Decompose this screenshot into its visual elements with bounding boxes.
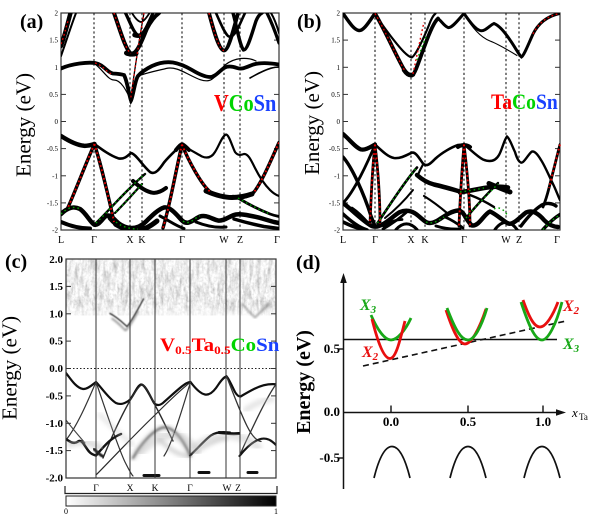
svg-text:1.0: 1.0 — [535, 414, 551, 429]
svg-text:-1.0: -1.0 — [46, 418, 64, 430]
svg-text:K: K — [138, 235, 146, 246]
svg-text:TaCoSn: TaCoSn — [491, 89, 558, 114]
svg-text:Γ: Γ — [179, 235, 185, 246]
svg-text:L: L — [58, 235, 64, 246]
svg-text:(c): (c) — [5, 251, 27, 273]
svg-text:-1.5: -1.5 — [46, 445, 64, 457]
svg-text:-1: -1 — [52, 172, 58, 180]
svg-text:-1.5: -1.5 — [47, 199, 59, 207]
svg-text:Energy (eV): Energy (eV) — [0, 316, 22, 420]
svg-text:-1: -1 — [334, 172, 340, 180]
svg-text:-2.0: -2.0 — [46, 473, 64, 485]
svg-text:1: 1 — [55, 64, 59, 72]
svg-text:0.0: 0.0 — [383, 414, 399, 429]
svg-text:Z: Z — [235, 484, 241, 494]
svg-text:X: X — [407, 235, 415, 246]
svg-text:Γ: Γ — [187, 484, 193, 494]
svg-text:1: 1 — [274, 507, 278, 516]
svg-text:(b): (b) — [297, 11, 321, 33]
svg-text:1.5: 1.5 — [49, 37, 58, 45]
svg-text:-1.5: -1.5 — [329, 199, 341, 207]
svg-text:X: X — [126, 235, 134, 246]
svg-text:0.5: 0.5 — [49, 336, 63, 348]
svg-text:2.0: 2.0 — [49, 254, 63, 266]
svg-text:1.5: 1.5 — [331, 37, 340, 45]
svg-text:x: x — [571, 405, 578, 420]
svg-text:X: X — [127, 484, 134, 494]
svg-text:2: 2 — [337, 10, 341, 18]
svg-text:0.0: 0.0 — [324, 404, 340, 419]
svg-text:Ta: Ta — [579, 412, 588, 422]
svg-text:W: W — [219, 235, 229, 246]
svg-text:0: 0 — [55, 118, 59, 126]
svg-text:Γ: Γ — [93, 484, 99, 494]
svg-text:L: L — [340, 235, 346, 246]
svg-text:0: 0 — [64, 507, 68, 516]
svg-text:(d): (d) — [296, 252, 320, 274]
svg-text:K: K — [421, 235, 429, 246]
svg-text:W: W — [223, 484, 232, 494]
svg-text:0.5: 0.5 — [331, 91, 340, 99]
svg-text:W: W — [501, 235, 511, 246]
svg-text:-0.5: -0.5 — [319, 450, 340, 465]
svg-text:-0.5: -0.5 — [47, 145, 59, 153]
svg-text:Γ: Γ — [554, 235, 560, 246]
svg-text:1.5: 1.5 — [49, 281, 63, 293]
svg-text:(a): (a) — [20, 11, 43, 33]
svg-text:-2: -2 — [52, 227, 58, 235]
svg-text:Z: Z — [237, 235, 243, 246]
svg-text:Γ: Γ — [274, 235, 280, 246]
svg-text:Energy (eV): Energy (eV) — [293, 330, 315, 434]
svg-text:0.5: 0.5 — [49, 91, 58, 99]
svg-text:0.5: 0.5 — [324, 341, 341, 356]
svg-text:Γ: Γ — [372, 235, 378, 246]
svg-text:V0.5Ta0.5CoSn: V0.5Ta0.5CoSn — [160, 335, 279, 357]
svg-text:Energy (eV): Energy (eV) — [12, 73, 36, 177]
svg-text:Γ: Γ — [91, 235, 97, 246]
svg-text:0.5: 0.5 — [460, 414, 477, 429]
svg-text:0.0: 0.0 — [49, 363, 63, 375]
svg-text:0: 0 — [337, 118, 341, 126]
svg-text:-2: -2 — [334, 227, 340, 235]
svg-text:1.0: 1.0 — [49, 308, 63, 320]
svg-text:-0.5: -0.5 — [329, 145, 341, 153]
svg-text:2: 2 — [55, 10, 59, 18]
svg-text:Z: Z — [516, 235, 522, 246]
svg-text:K: K — [152, 484, 159, 494]
svg-text:Γ: Γ — [461, 235, 467, 246]
svg-text:VCoSn: VCoSn — [214, 89, 277, 116]
svg-text:1: 1 — [337, 64, 341, 72]
svg-text:Energy (eV): Energy (eV) — [300, 71, 324, 175]
svg-text:-0.5: -0.5 — [46, 391, 64, 403]
